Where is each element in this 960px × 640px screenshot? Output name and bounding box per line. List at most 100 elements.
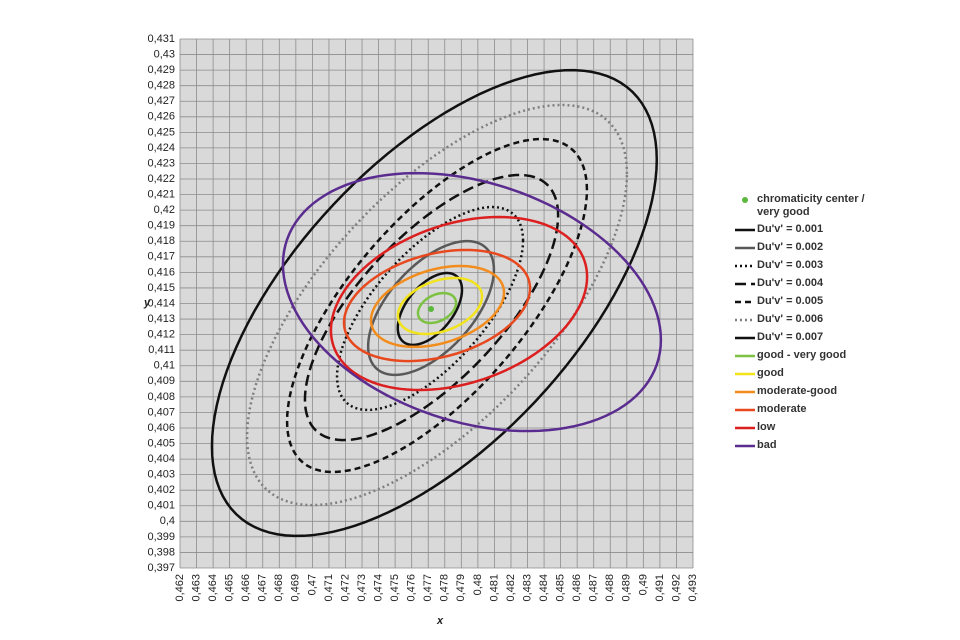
x-tick-label: 0,484 [538,574,550,602]
legend-swatch [735,228,755,232]
y-tick-label: 0,417 [147,251,175,263]
ellipse [369,264,506,349]
x-tick-label: 0,487 [588,574,600,602]
ellipse [396,276,484,336]
legend-label: Du'v' = 0.007 [757,331,824,343]
x-tick-label: 0,474 [372,574,384,602]
legend-entry: good - very good [733,349,883,363]
y-tick-label: 0,402 [147,484,175,496]
y-tick-label: 0,401 [147,500,175,512]
legend-entry: moderate [733,403,883,417]
x-tick-label: 0,488 [604,574,616,602]
legend-entry: Du'v' = 0.006 [733,313,883,327]
legend-label: Du'v' = 0.006 [757,313,824,325]
legend-entry: Du'v' = 0.005 [733,295,883,309]
legend-swatch [735,282,755,286]
y-tick-label: 0,4 [160,515,175,527]
x-tick-label: 0,478 [439,574,451,602]
ellipse [285,137,589,474]
y-tick-label: 0,42 [154,204,175,216]
legend-label: Du'v' = 0.003 [757,259,824,271]
legend-entry: chromaticity center / very good [733,193,883,219]
legend-label: moderate [757,403,807,415]
legend-entry: Du'v' = 0.002 [733,241,883,255]
legend-swatch [735,408,755,412]
x-tick-label: 0,491 [654,574,666,602]
y-tick-label: 0,399 [147,531,175,543]
legend-swatch [742,197,748,203]
x-tick-label: 0,465 [224,574,236,602]
x-tick-label: 0,475 [389,574,401,602]
ellipse [245,103,629,507]
x-tick-label: 0,486 [571,574,583,602]
legend-label: Du'v' = 0.001 [757,223,824,235]
legend-swatch [735,426,755,430]
legend-swatch [735,318,755,322]
y-tick-label: 0,409 [147,375,175,387]
legend-label: good [757,367,784,379]
y-tick-label: 0,422 [147,173,175,185]
y-tick-label: 0,429 [147,64,175,76]
legend-entry: Du'v' = 0.004 [733,277,883,291]
y-tick-label: 0,407 [147,406,175,418]
legend-label: chromaticity center / very good [757,193,865,218]
y-tick-label: 0,423 [147,157,175,169]
y-tick-label: 0,428 [147,80,175,92]
y-tick-label: 0,416 [147,266,175,278]
legend-entry: low [733,421,883,435]
legend-entry: Du'v' = 0.003 [733,259,883,273]
y-tick-label: 0,421 [147,188,175,200]
x-tick-label: 0,492 [670,574,682,602]
y-axis-title: y [143,297,151,309]
x-tick-label: 0,477 [422,574,434,602]
legend-label: Du'v' = 0.004 [757,277,824,289]
legend-label: low [757,421,776,433]
x-tick-label: 0,49 [637,574,649,595]
x-tick-label: 0,468 [273,574,285,602]
legend-swatch [735,246,755,250]
legend-entry: Du'v' = 0.007 [733,331,883,345]
y-tick-label: 0,406 [147,422,175,434]
legend-swatch [735,264,755,268]
y-tick-label: 0,426 [147,111,175,123]
x-tick-label: 0,47 [306,574,318,595]
x-tick-label: 0,466 [240,574,252,602]
y-tick-label: 0,418 [147,235,175,247]
legend-label: good - very good [757,349,847,361]
legend-swatch [735,372,755,376]
x-tick-label: 0,481 [488,574,500,602]
y-tick-label: 0,43 [154,48,175,60]
ellipse [303,173,560,442]
x-tick-label: 0,48 [472,574,484,595]
y-tick-label: 0,398 [147,546,175,558]
x-tick-label: 0,493 [687,574,699,602]
x-tick-label: 0,476 [406,574,418,602]
center-point [428,305,435,312]
legend-label: moderate-good [757,385,838,397]
x-tick-label: 0,464 [207,574,219,602]
x-tick-label: 0,483 [521,574,533,602]
ellipse [416,291,458,325]
x-tick-label: 0,472 [339,574,351,602]
ellipse [210,68,659,538]
y-tick-label: 0,427 [147,95,175,107]
x-tick-label: 0,469 [290,574,302,602]
y-tick-label: 0,408 [147,391,175,403]
legend-label: bad [757,439,777,451]
legend-swatch [735,444,755,448]
y-tick-label: 0,405 [147,437,175,449]
y-tick-label: 0,415 [147,282,175,294]
x-axis-title: x [436,615,444,627]
y-tick-label: 0,413 [147,313,175,325]
legend-entry: Du'v' = 0.001 [733,223,883,237]
ellipse [281,171,663,433]
y-tick-label: 0,41 [154,360,175,372]
legend-label: Du'v' = 0.005 [757,295,824,307]
x-tick-label: 0,479 [455,574,467,602]
ellipse [396,271,464,347]
y-tick-label: 0,412 [147,329,175,341]
ellipse [329,215,589,392]
x-tick-label: 0,473 [356,574,368,602]
x-tick-label: 0,482 [505,574,517,602]
